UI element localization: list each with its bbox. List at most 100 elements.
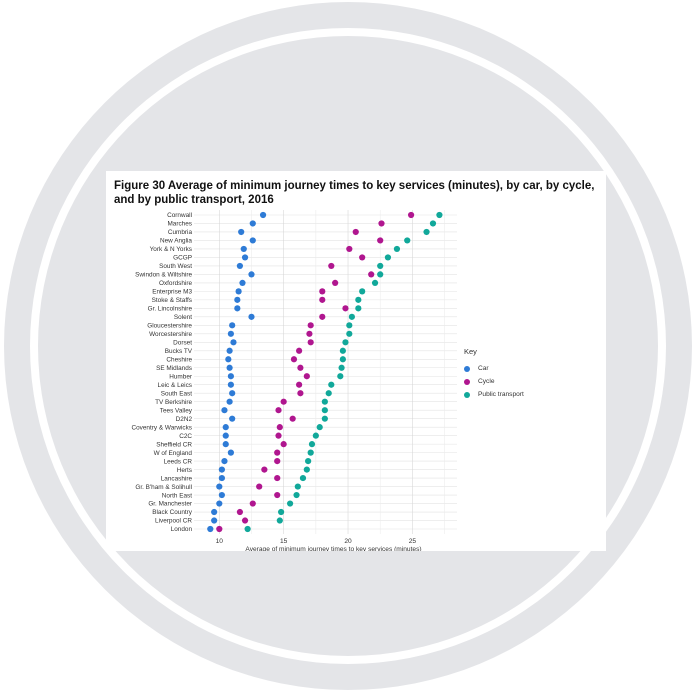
- point-car: [227, 381, 234, 388]
- point-public-transport: [299, 474, 307, 482]
- point-car: [238, 228, 245, 236]
- point-cycle: [289, 415, 296, 422]
- point-cycle: [306, 330, 313, 337]
- point-cycle: [296, 347, 303, 354]
- point-public-transport: [305, 458, 312, 465]
- category-label: Swindon & Wiltshire: [135, 272, 192, 279]
- legend-swatch-cycle: [464, 378, 470, 385]
- point-car: [248, 313, 255, 320]
- point-public-transport: [348, 313, 355, 320]
- category-label: Oxfordshire: [159, 280, 192, 287]
- point-car: [249, 220, 256, 227]
- point-public-transport: [276, 517, 283, 524]
- point-cycle: [249, 500, 256, 507]
- category-label: Marches: [167, 221, 192, 228]
- point-cycle: [346, 245, 353, 253]
- x-tick-label: 20: [344, 538, 352, 545]
- point-public-transport: [377, 262, 384, 270]
- point-cycle: [261, 466, 268, 473]
- point-car: [229, 322, 236, 329]
- point-car: [218, 466, 225, 473]
- point-public-transport: [338, 364, 345, 371]
- point-public-transport: [308, 441, 316, 448]
- point-public-transport: [346, 330, 353, 337]
- legend-label-cycle: Cycle: [478, 378, 495, 385]
- point-cycle: [296, 381, 303, 388]
- point-car: [241, 254, 249, 261]
- point-public-transport: [384, 254, 392, 261]
- point-car: [227, 330, 234, 337]
- category-label: Tees Valley: [160, 407, 193, 414]
- point-public-transport: [346, 322, 353, 329]
- x-tick-label: 15: [280, 538, 288, 545]
- point-car: [221, 407, 228, 414]
- category-label: South West: [159, 263, 192, 270]
- point-car: [222, 441, 229, 448]
- figure-card: Cornwall Marches Cumbria New Anglia York & N…: [106, 171, 606, 551]
- legend-swatch-public-transport: [464, 391, 470, 398]
- point-cycle: [319, 296, 326, 303]
- point-car: [226, 347, 233, 354]
- point-car: [216, 483, 223, 490]
- category-label: Coventry & Warwicks: [132, 424, 192, 431]
- point-car: [236, 262, 244, 270]
- category-label: Humber: [169, 373, 193, 380]
- point-car: [218, 491, 225, 499]
- category-label: Gr. B'ham & Solihull: [135, 484, 192, 491]
- point-public-transport: [328, 381, 335, 388]
- point-car: [218, 474, 225, 482]
- category-label: Solent: [174, 314, 192, 321]
- legend-item-cycle: Cycle: [464, 375, 524, 388]
- point-cycle: [377, 237, 384, 244]
- legend-title: Key: [464, 347, 477, 356]
- point-cycle: [342, 305, 349, 312]
- point-car: [227, 449, 234, 456]
- category-label: Cornwall: [167, 212, 192, 219]
- x-tick-label: 10: [216, 538, 224, 545]
- category-label: York & N Yorks: [150, 246, 192, 253]
- point-car: [239, 279, 246, 286]
- point-car: [211, 508, 218, 516]
- point-public-transport: [423, 228, 430, 236]
- category-label: W of England: [154, 450, 193, 457]
- x-tick-label: 25: [409, 538, 417, 545]
- category-label: Black Country: [152, 509, 193, 516]
- point-public-transport: [321, 415, 328, 422]
- point-cycle: [274, 491, 281, 499]
- point-car: [230, 339, 237, 346]
- category-label: D2N2: [176, 416, 193, 423]
- point-cycle: [303, 373, 310, 380]
- point-car: [229, 415, 236, 422]
- point-car: [221, 458, 228, 465]
- point-public-transport: [244, 525, 251, 533]
- point-public-transport: [339, 347, 346, 354]
- category-label: SE Midlands: [156, 365, 192, 372]
- point-public-transport: [436, 211, 443, 219]
- point-car: [225, 356, 232, 363]
- point-cycle: [352, 228, 359, 236]
- x-axis-label: Average of minimum journey times to key …: [245, 546, 421, 551]
- category-label: Gr. Lincolnshire: [148, 306, 193, 313]
- category-label: Liverpool CR: [155, 518, 192, 525]
- category-label: GCGP: [173, 255, 192, 262]
- category-label: C2C: [179, 433, 192, 440]
- category-label: Leeds CR: [164, 458, 193, 465]
- point-public-transport: [393, 245, 401, 253]
- point-car: [248, 271, 255, 278]
- category-label: Gr. Manchester: [148, 501, 193, 508]
- point-cycle: [275, 432, 282, 439]
- point-public-transport: [342, 339, 349, 346]
- point-public-transport: [339, 356, 346, 363]
- point-public-transport: [355, 296, 362, 303]
- category-label: Dorset: [173, 339, 192, 346]
- point-public-transport: [312, 432, 319, 439]
- category-label: Stoke & Staffs: [152, 297, 192, 304]
- category-label: Bucks TV: [165, 348, 193, 355]
- point-car: [207, 525, 214, 533]
- category-label: South East: [161, 390, 192, 397]
- category-label: Gloucestershire: [147, 323, 192, 330]
- figure-title: Figure 30 Average of minimum journey tim…: [114, 180, 595, 206]
- category-label: London: [171, 526, 193, 533]
- point-cycle: [241, 517, 249, 524]
